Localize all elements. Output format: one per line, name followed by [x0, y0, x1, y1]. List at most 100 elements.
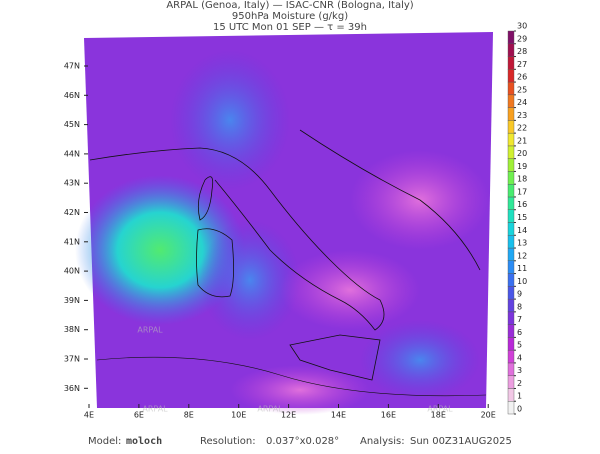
colorbar-box [507, 375, 515, 389]
colorbar-box [507, 183, 515, 198]
colorbar-box [507, 209, 515, 223]
lon-label: 20E [481, 411, 496, 420]
colorbar-label: 11 [517, 264, 527, 273]
colorbar-label: 26 [517, 73, 527, 82]
footer-label: Analysis: [360, 436, 405, 447]
watermark: ARPAL [427, 405, 453, 414]
colorbar-box [507, 81, 515, 96]
colorbar-box [507, 349, 515, 364]
watermark: ARPAL [137, 326, 163, 335]
colorbar-box [507, 388, 515, 402]
field-blob [360, 320, 480, 400]
colorbar-box [507, 158, 515, 172]
colorbar-box [507, 362, 515, 376]
colorbar-label: 15 [517, 213, 527, 222]
coastline [96, 356, 487, 397]
lat-label: 40N [64, 267, 80, 276]
lat-label: 45N [64, 120, 80, 129]
colorbar-box [507, 43, 515, 57]
lat-label: 42N [64, 208, 80, 217]
colorbar-label: 9 [517, 290, 522, 299]
lat-label: 46N [64, 91, 80, 100]
colorbar-label: 3 [517, 366, 522, 375]
colorbar-label: 5 [517, 341, 522, 350]
colorbar-label: 2 [517, 379, 522, 388]
island-outline [289, 334, 381, 381]
colorbar-box [507, 120, 515, 134]
coastline [299, 129, 481, 271]
colorbar-label: 17 [517, 187, 527, 196]
colorbar-label: 6 [517, 328, 522, 337]
lon-label: 6E [134, 411, 144, 420]
island-outline [196, 176, 234, 298]
footer-label: Model: [88, 436, 121, 447]
lon-label: 4E [84, 411, 94, 420]
lon-label: 8E [184, 411, 194, 420]
colorbar-box [507, 337, 515, 351]
colorbar-label: 22 [517, 124, 527, 133]
colorbar-box [507, 132, 515, 147]
colorbar-label: 28 [517, 47, 527, 56]
colorbar-label: 20 [517, 149, 527, 158]
colorbar-label: 0 [517, 405, 522, 414]
colorbar-label: 8 [517, 302, 522, 311]
header-line: 15 UTC Mon 01 SEP — τ = 39h [213, 22, 367, 33]
colorbar-label: 14 [517, 226, 527, 235]
field-blob [200, 220, 300, 340]
colorbar-label: 18 [517, 175, 527, 184]
colorbar-box [507, 401, 515, 415]
lat-label: 41N [64, 237, 80, 246]
colorbar-box [507, 196, 515, 210]
watermark: ARPAL [142, 405, 168, 414]
colorbar-box [507, 235, 515, 249]
lat-label: 43N [64, 179, 80, 188]
watermark: ARPAL [257, 405, 283, 414]
map-field [75, 32, 493, 415]
colorbar-box [507, 324, 515, 338]
colorbar-box [507, 273, 515, 287]
colorbar-label: 24 [517, 98, 527, 107]
colorbar-box [507, 298, 515, 313]
colorbar-box [507, 286, 515, 300]
colorbar-label: 27 [517, 60, 527, 69]
colorbar: 0123456789101112131415161718192021222324… [507, 22, 527, 415]
coastline [89, 147, 385, 331]
colorbar-label: 29 [517, 34, 527, 43]
colorbar-label: 10 [517, 277, 527, 286]
lon-label: 10E [231, 411, 246, 420]
lat-label: 44N [64, 149, 80, 158]
colorbar-box [507, 69, 515, 83]
colorbar-label: 25 [517, 85, 527, 94]
axis-labels: 47N 46N 45N 44N 43N 42N 41N 40N 39N 38N 37N 36N 4E 6E… [64, 62, 496, 420]
colorbar-box [507, 56, 515, 70]
colorbar-label: 7 [517, 315, 522, 324]
lon-label: 12E [281, 411, 296, 420]
lat-label: 37N [64, 355, 80, 364]
field-blob [280, 250, 420, 330]
footer-value: Sun 00Z31AUG2025 [410, 436, 512, 447]
footer-value: moloch [126, 436, 162, 447]
colorbar-box [507, 107, 515, 121]
header-line: 950hPa Moisture (g/kg) [232, 11, 348, 22]
header-line: ARPAL (Genoa, Italy) — ISAC-CNR (Bologna… [166, 0, 413, 11]
footer-value: 0.037°x0.028° [266, 436, 339, 447]
footer-label: Resolution: [200, 436, 256, 447]
colorbar-label: 4 [517, 353, 522, 362]
colorbar-label: 23 [517, 111, 527, 120]
colorbar-label: 1 [517, 392, 522, 401]
colorbar-label: 19 [517, 162, 527, 171]
lon-label: 18E [431, 411, 446, 420]
colorbar-label: 30 [517, 22, 527, 31]
colorbar-box [507, 145, 515, 159]
colorbar-box [507, 94, 515, 108]
lat-label: 36N [64, 384, 80, 393]
colorbar-box [507, 171, 515, 185]
colorbar-box [507, 311, 515, 325]
colorbar-box [507, 222, 515, 236]
lat-label: 38N [64, 325, 80, 334]
lat-label: 39N [64, 296, 80, 305]
colorbar-label: 16 [517, 200, 527, 209]
lat-label: 47N [64, 62, 80, 71]
